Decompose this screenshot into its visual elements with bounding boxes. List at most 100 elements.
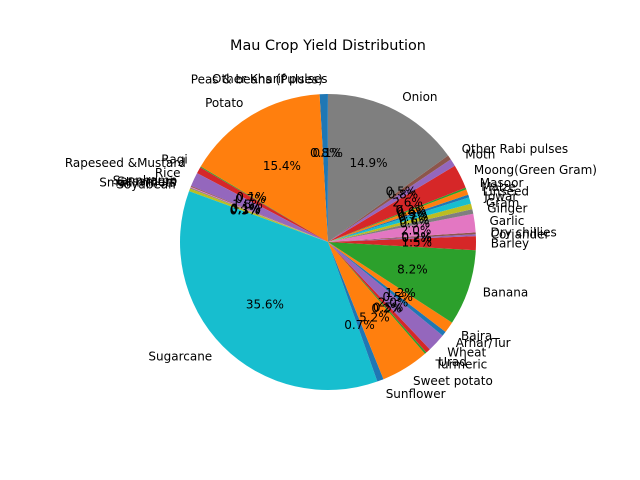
slice-label-coriander: Coriander — [491, 228, 550, 242]
slice-other-kharif-pulses — [327, 93, 328, 242]
slice-label-dry-chillies: Dry chillies — [491, 225, 557, 239]
slice-pct-sweet-potato: 5.2% — [359, 311, 390, 325]
slice-pct-sugarcane: 35.6% — [246, 297, 284, 311]
slice-label-bajra: Bajra — [461, 329, 492, 343]
slice-pct-urad: 0.5% — [373, 300, 404, 314]
slice-label-rapeseed-mustard: Rapeseed &Mustard — [65, 156, 186, 170]
slice-label-wheat: Wheat — [447, 346, 486, 360]
slice-label-rice: Rice — [155, 166, 181, 180]
slice-label-soyabean: Soyabean — [116, 178, 175, 192]
slice-pct-small-millets: 0.1% — [230, 203, 261, 217]
slice-pct-barley: 1.5% — [402, 236, 433, 250]
slice-pct-garlic: 2.0% — [401, 224, 432, 238]
slice-coriander — [328, 234, 476, 242]
slice-pct-rapeseed-mustard: 0.7% — [235, 192, 266, 206]
slice-label-sugarcane: Sugarcane — [148, 350, 212, 364]
slice-ginger — [328, 209, 474, 242]
slice-urad — [328, 242, 430, 353]
slice-label-other-rabi-pulses: Other Rabi pulses — [462, 142, 569, 156]
slice-label-linseed: Linseed — [483, 184, 529, 198]
slice-sunflower — [328, 242, 384, 382]
slice-pct-linseed: 0.3% — [397, 207, 428, 221]
slice-pct-soyabean: 0.3% — [230, 204, 261, 218]
slice-sannhamp — [190, 185, 328, 242]
slice-label-ginger: Ginger — [487, 201, 527, 215]
slice-rice — [191, 173, 328, 242]
slice-small-millets — [190, 187, 328, 242]
slice-label-sannhamp: Sannhamp — [113, 174, 177, 188]
slice-linseed — [328, 194, 470, 242]
slice-ragi — [200, 166, 328, 242]
slice-label-moong-green-gram: Moong(Green Gram) — [474, 163, 597, 177]
slice-dry-chillies — [328, 232, 476, 242]
slice-label-urad: Urad — [438, 355, 467, 369]
slice-turmeric — [328, 242, 427, 354]
slice-pct-wheat: 2.0% — [378, 295, 409, 309]
slice-gram — [328, 203, 473, 242]
slice-label-garlic: Garlic — [490, 214, 525, 228]
slice-label-arhar-tur: Arhar/Tur — [456, 336, 511, 350]
slice-arhar-tur — [328, 242, 446, 336]
slice-moong-green-gram — [328, 165, 466, 242]
slice-pct-peas-beans-pulses: 0.8% — [310, 146, 341, 160]
slice-sweet-potato — [328, 242, 425, 380]
slice-label-jowar: Jowar — [483, 189, 517, 203]
slice-pct-masoor: 0.2% — [396, 203, 427, 217]
slice-label-maize: Maize — [481, 180, 516, 194]
slice-label-sweet-potato: Sweet potato — [413, 374, 493, 388]
slice-pct-sannhamp: 0.1% — [230, 202, 261, 216]
slice-pct-moong-green-gram: 2.6% — [392, 196, 423, 210]
slice-label-potato: Potato — [205, 96, 243, 110]
slice-barley — [328, 236, 476, 251]
slice-label-onion: Onion — [402, 90, 437, 104]
slice-label-banana: Banana — [483, 286, 529, 300]
slice-pct-sesamum: 0.1% — [230, 202, 261, 216]
slice-label-barley: Barley — [491, 236, 529, 250]
slice-label-moth: Moth — [465, 148, 495, 162]
slice-label-gram: Gram — [486, 196, 519, 210]
slice-sesamum — [190, 186, 328, 242]
slice-label-other-kharif-pulses: Other Kharif pulses — [212, 72, 327, 86]
slice-onion — [328, 94, 449, 242]
slice-pct-rice: 1.5% — [232, 197, 263, 211]
slice-garlic — [328, 213, 476, 242]
slice-pct-ragi: 0.1% — [236, 190, 267, 204]
slice-label-ragi: Ragi — [161, 152, 187, 166]
slice-pct-turmeric: 0.2% — [371, 302, 402, 316]
slice-label-turmeric: Turmeric — [435, 357, 488, 371]
slice-other-rabi-pulses — [328, 155, 451, 242]
slice-pct-onion: 14.9% — [349, 156, 387, 170]
slice-moth — [328, 159, 455, 242]
slice-pct-potato: 15.4% — [263, 159, 301, 173]
slice-masoor — [328, 187, 467, 242]
slice-label-sesamum: Sesamum — [117, 175, 177, 189]
slice-pct-banana: 8.2% — [397, 263, 428, 277]
slice-label-peas-beans-pulses: Peas & beans (Pulses) — [191, 72, 323, 86]
chart-title: Mau Crop Yield Distribution — [230, 38, 426, 54]
slice-jowar — [328, 197, 471, 242]
slice-pct-ginger: 0.5% — [400, 217, 431, 231]
slice-pct-bajra: 1.2% — [385, 286, 416, 300]
slice-pct-dry-chillies: 0.2% — [401, 230, 432, 244]
slice-pct-gram: 0.6% — [399, 214, 430, 228]
slice-soyabean — [189, 188, 328, 242]
slice-label-sunflower: Sunflower — [386, 387, 446, 401]
slice-sugarcane — [179, 191, 378, 390]
slice-peas-beans-pulses — [319, 94, 328, 242]
slice-rapeseed-mustard — [197, 167, 328, 242]
slice-pct-other-kharif-pulses: 0.1% — [312, 146, 343, 160]
slice-pct-other-rabi-pulses: 0.5% — [386, 184, 417, 198]
pie-slices — [179, 93, 476, 390]
slice-potato — [200, 94, 328, 243]
slice-pct-maize: 0.6% — [396, 205, 427, 219]
pie-percentages: 0.1%0.8%15.4%0.1%0.7%1.5%0.1%0.1%0.1%0.3… — [230, 146, 432, 332]
slice-wheat — [328, 242, 443, 350]
slice-pct-jowar: 0.7% — [398, 210, 429, 224]
slice-pct-sunflower: 0.7% — [344, 318, 375, 332]
slice-label-masoor: Masoor — [480, 176, 524, 190]
slice-banana — [328, 242, 476, 323]
slice-maize — [328, 189, 469, 242]
slice-pct-moth: 0.8% — [388, 187, 419, 201]
slice-pct-arhar-tur: 0.5% — [382, 290, 413, 304]
